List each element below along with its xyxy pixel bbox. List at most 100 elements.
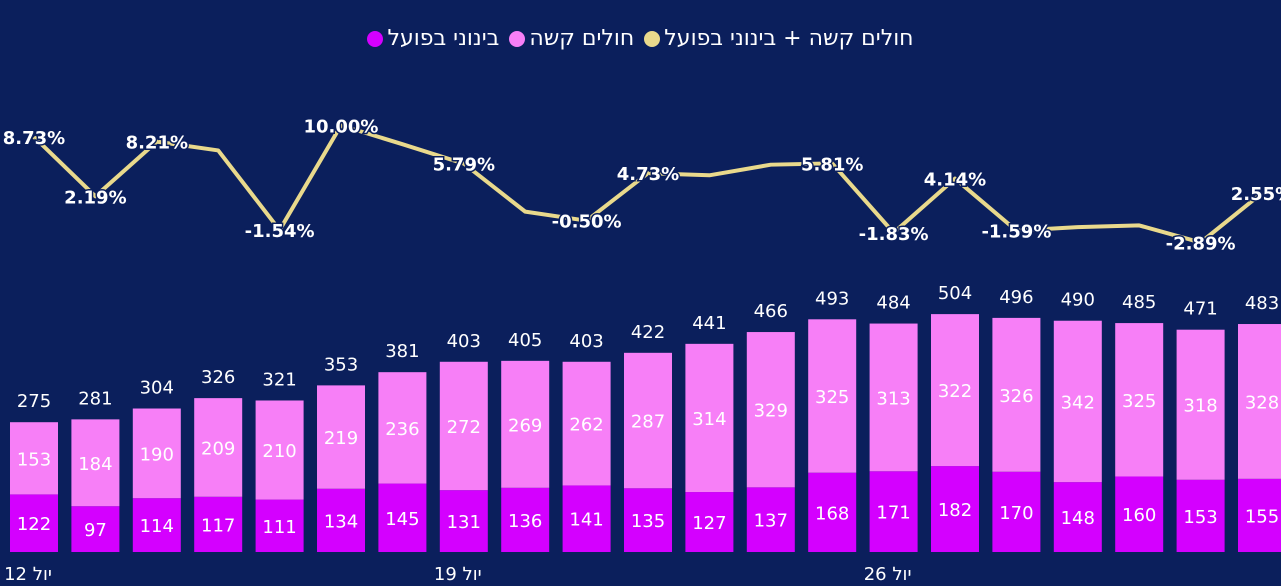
legend-label: בינוני בפועל [387, 26, 500, 51]
segment-label: 272 [447, 417, 481, 438]
bar-segment [1238, 324, 1281, 479]
line-label: 4.14% [924, 170, 986, 191]
total-label: 405 [508, 330, 542, 351]
segment-label: 287 [631, 412, 665, 433]
segment-label: 314 [692, 409, 726, 430]
legend-label: חולים קשה + בינוני בפועל [664, 26, 914, 51]
bar-segment [71, 419, 120, 507]
segment-label: 182 [938, 500, 972, 521]
total-label: 490 [1061, 290, 1095, 311]
line-label: -0.50% [552, 212, 622, 233]
total-label: 304 [140, 378, 174, 399]
bar-segment [132, 408, 181, 499]
segment-label: 170 [999, 503, 1033, 524]
line-label: -2.89% [1166, 233, 1236, 254]
bar-segment [317, 385, 365, 489]
segment-label: 168 [815, 503, 849, 524]
legend: חולים קשה + בינוני בפועל חולים קשה בינוני … [0, 26, 1281, 51]
bar-segment [378, 372, 427, 484]
segment-label: 127 [692, 513, 726, 534]
segment-label: 236 [385, 419, 419, 440]
bar-segment [194, 496, 243, 552]
bar-segment [71, 506, 120, 552]
bar-segment [562, 485, 611, 552]
total-label: 504 [938, 283, 972, 304]
legend-item: חולים קשה + בינוני בפועל [644, 26, 914, 51]
legend-item: בינוני בפועל [367, 26, 499, 51]
bar-segment [869, 471, 918, 552]
bar-segment [439, 361, 488, 491]
total-label: 493 [815, 288, 849, 309]
legend-label: חולים קשה [529, 26, 635, 51]
segment-label: 111 [262, 517, 296, 538]
bar-segment [992, 317, 1041, 472]
total-label: 275 [17, 391, 51, 412]
bar-segment [501, 360, 550, 488]
segment-label: 148 [1061, 508, 1095, 529]
bar-segment [869, 323, 918, 472]
total-label: 484 [876, 293, 910, 314]
total-label: 321 [262, 369, 296, 390]
segment-label: 325 [815, 387, 849, 408]
total-label: 441 [692, 313, 726, 334]
segment-label: 325 [1122, 391, 1156, 412]
total-label: 326 [201, 367, 235, 388]
bar-segment [931, 466, 979, 552]
segment-label: 155 [1245, 506, 1279, 527]
bar-segment [317, 488, 365, 552]
segment-label: 318 [1183, 396, 1217, 417]
segment-label: 117 [201, 515, 235, 536]
segment-label: 153 [1183, 507, 1217, 528]
bar-segment [501, 487, 550, 552]
bar-segment [808, 319, 857, 473]
legend-marker [509, 30, 526, 47]
segment-label: 137 [754, 511, 788, 532]
segment-label: 171 [876, 503, 910, 524]
bar-segment [439, 490, 488, 552]
legend-item: חולים קשה [509, 26, 634, 51]
segment-label: 122 [17, 514, 51, 535]
total-label: 381 [385, 341, 419, 362]
bar-segment [1115, 476, 1164, 552]
bar-segment [255, 499, 304, 552]
bar-segment [1053, 482, 1102, 552]
line-label: -1.83% [859, 224, 929, 245]
segment-label: 269 [508, 415, 542, 436]
segment-label: 322 [938, 381, 972, 402]
bar-segment [1115, 323, 1164, 477]
segment-label: 160 [1122, 505, 1156, 526]
line [32, 123, 1264, 245]
segment-label: 210 [262, 441, 296, 462]
segment-label: 153 [17, 449, 51, 470]
bar-segment [562, 361, 611, 486]
bar-segment [1176, 329, 1225, 480]
line-label: -1.59% [981, 222, 1051, 243]
legend-marker [367, 30, 384, 47]
segment-label: 97 [84, 520, 107, 541]
line-label: -1.54% [245, 221, 315, 242]
line-label: 4.73% [617, 164, 679, 185]
segment-label: 342 [1061, 392, 1095, 413]
bar-segment [255, 400, 304, 500]
segment-label: 329 [754, 401, 788, 422]
total-label: 281 [78, 388, 112, 409]
segment-label: 328 [1245, 392, 1279, 413]
line-label: 2.55% [1231, 184, 1281, 205]
segment-label: 219 [324, 428, 358, 449]
bar-segment [10, 494, 58, 552]
segment-label: 209 [201, 438, 235, 459]
x-tick-label: 12 יול [4, 564, 52, 585]
bar-segment [1176, 479, 1225, 552]
segment-label: 141 [569, 510, 603, 531]
bar-segment [808, 472, 857, 552]
total-label: 496 [999, 287, 1033, 308]
segment-label: 184 [78, 454, 112, 475]
segment-label: 134 [324, 511, 358, 532]
bar-segment [746, 332, 795, 488]
total-label: 485 [1122, 292, 1156, 313]
total-label: 466 [754, 301, 788, 322]
bar-segment [746, 487, 795, 552]
segment-label: 145 [385, 509, 419, 530]
